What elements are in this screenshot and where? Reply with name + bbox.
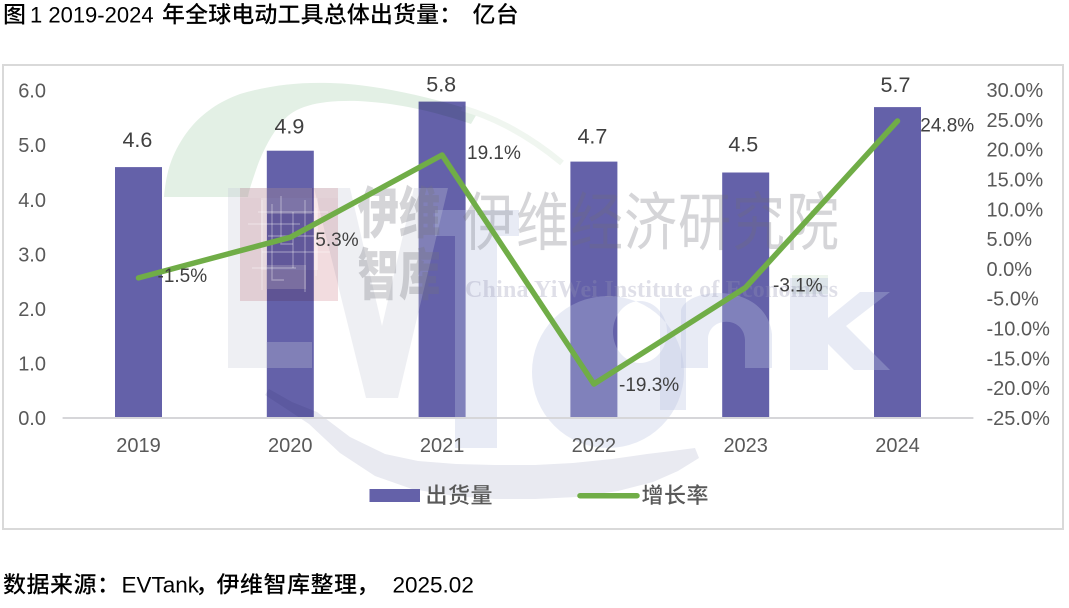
svg-text:5.3%: 5.3% <box>315 230 358 251</box>
svg-text:25.0%: 25.0% <box>987 110 1044 132</box>
svg-text:-19.3%: -19.3% <box>619 375 679 396</box>
svg-text:4.7: 4.7 <box>577 125 607 149</box>
svg-text:-1.5%: -1.5% <box>158 266 208 287</box>
svg-text:-20.0%: -20.0% <box>987 378 1051 400</box>
svg-text:4.9: 4.9 <box>274 115 304 139</box>
svg-text:15.0%: 15.0% <box>987 170 1044 192</box>
svg-text:2023: 2023 <box>723 435 768 457</box>
svg-text:5.7: 5.7 <box>881 73 911 97</box>
svg-text:-25.0%: -25.0% <box>987 408 1051 430</box>
svg-text:4.5: 4.5 <box>728 132 758 156</box>
svg-text:30.0%: 30.0% <box>987 80 1044 102</box>
svg-text:EVTank: EVTank <box>122 573 200 598</box>
svg-text:0.0%: 0.0% <box>987 259 1033 281</box>
svg-text:2.0: 2.0 <box>18 299 46 321</box>
svg-text:3.0: 3.0 <box>18 244 46 266</box>
svg-text:-15.0%: -15.0% <box>987 348 1051 370</box>
svg-text:2022: 2022 <box>572 435 617 457</box>
svg-text:6.0: 6.0 <box>18 81 46 103</box>
svg-text:-5.0%: -5.0% <box>987 289 1039 311</box>
svg-text:2020: 2020 <box>268 435 313 457</box>
svg-text:5.8: 5.8 <box>426 73 456 97</box>
svg-text:1.0: 1.0 <box>18 353 46 375</box>
svg-text:2025.02: 2025.02 <box>393 573 474 598</box>
svg-text:4.6: 4.6 <box>122 128 152 152</box>
svg-text:-10.0%: -10.0% <box>987 319 1051 341</box>
svg-text:19.1%: 19.1% <box>467 143 521 164</box>
svg-text:2024: 2024 <box>875 435 920 457</box>
svg-text:20.0%: 20.0% <box>987 140 1044 162</box>
svg-text:4.0: 4.0 <box>18 190 46 212</box>
svg-text:5.0: 5.0 <box>18 135 46 157</box>
svg-text:2019: 2019 <box>116 435 161 457</box>
svg-text:24.8%: 24.8% <box>920 116 974 137</box>
svg-text:1 2019-2024: 1 2019-2024 <box>30 3 154 28</box>
svg-text:2021: 2021 <box>420 435 465 457</box>
svg-text:10.0%: 10.0% <box>987 199 1044 221</box>
svg-text:-3.1%: -3.1% <box>773 276 823 297</box>
svg-text:5.0%: 5.0% <box>987 229 1033 251</box>
svg-text:0.0: 0.0 <box>18 408 46 430</box>
